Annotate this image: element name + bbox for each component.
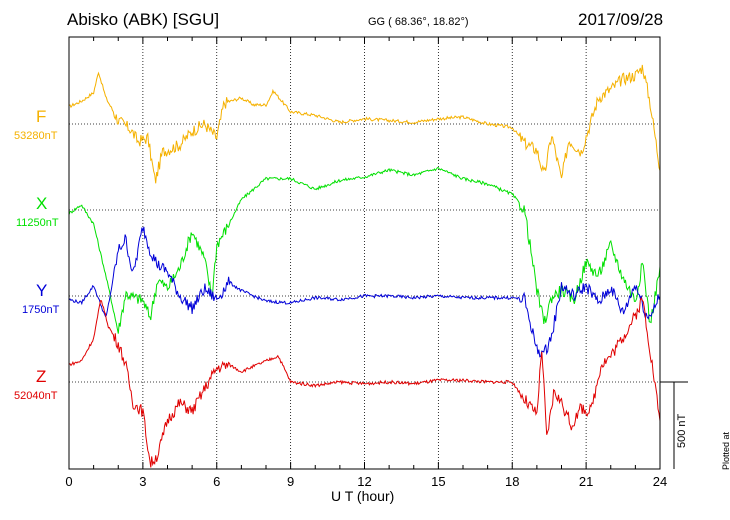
x-tick-label: 18	[505, 474, 519, 489]
component-label-y: Y	[36, 281, 48, 300]
x-axis-title: U T (hour)	[331, 488, 395, 504]
x-tick-label: 12	[357, 474, 371, 489]
component-baseline-f: 53280nT	[14, 130, 58, 142]
x-tick-label: 6	[213, 474, 220, 489]
x-tick-label: 0	[65, 474, 72, 489]
component-label-x: X	[36, 194, 48, 213]
component-label-f: F	[36, 107, 47, 126]
x-tick-label: 3	[139, 474, 146, 489]
x-tick-label: 21	[579, 474, 593, 489]
series-line-f	[68, 64, 661, 184]
component-label-z: Z	[36, 367, 47, 386]
plotted-timestamp: Plotted at 2017/10/29 01:33 UT	[721, 431, 730, 470]
x-tick-label: 24	[653, 474, 667, 489]
x-tick-label: 9	[287, 474, 294, 489]
component-baseline-y: 1750nT	[22, 304, 60, 316]
series-line-y	[68, 226, 661, 358]
scale-bar-label: 500 nT	[676, 413, 688, 448]
x-tick-label: 15	[431, 474, 445, 489]
component-baseline-x: 11250nT	[16, 217, 59, 229]
station-title: Abisko (ABK) [SGU]	[67, 10, 220, 29]
series-line-z	[68, 296, 661, 468]
component-baseline-z: 52040nT	[14, 390, 58, 402]
station-coordinates: GG ( 68.36°, 18.82°)	[368, 16, 469, 28]
plot-date: 2017/09/28	[578, 10, 664, 29]
